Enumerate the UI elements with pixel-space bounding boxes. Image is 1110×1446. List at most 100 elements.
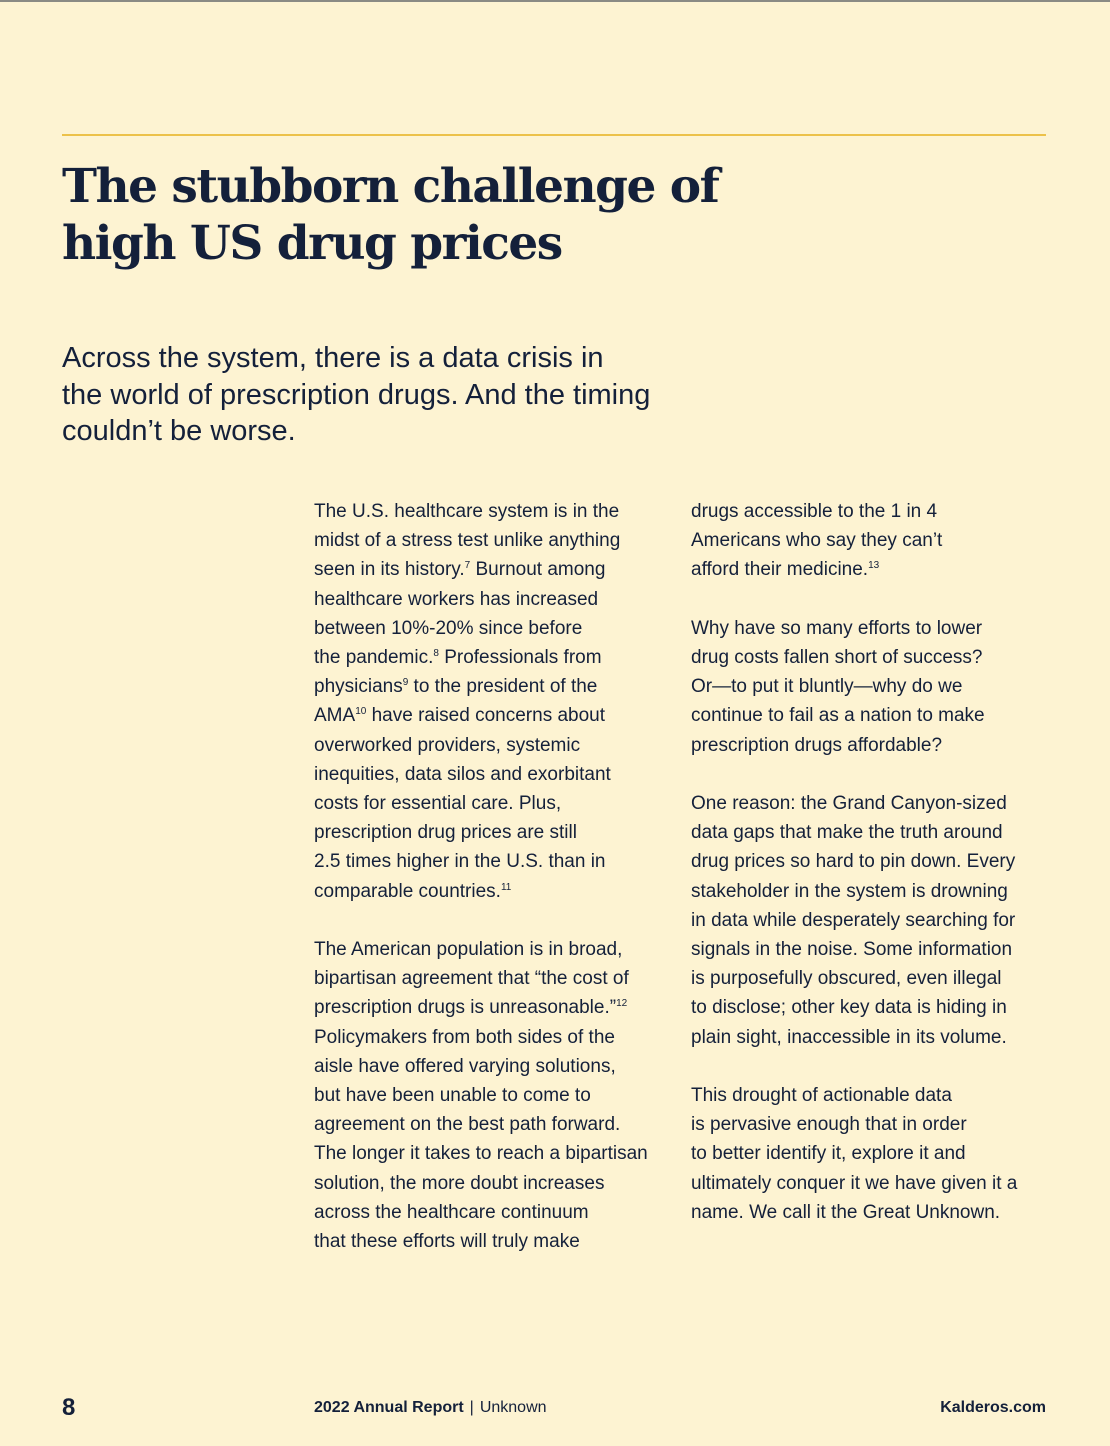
body-line: stakeholder in the system is drowning xyxy=(691,877,1053,906)
page-top-border xyxy=(0,0,1110,2)
body-line-text: prescription drugs is unreasonable.” xyxy=(314,997,617,1019)
body-paragraph: The American population is in broad, bipa… xyxy=(314,935,676,1256)
report-meta: 2022 Annual Report | Unknown xyxy=(314,1398,547,1418)
body-line-text: AMA xyxy=(314,705,356,727)
footnote-reference: 13 xyxy=(868,560,880,572)
body-line: prescription drugs affordable? xyxy=(691,731,1053,760)
page-footer: 8 2022 Annual Report | Unknown Kalderos.co… xyxy=(0,1394,1110,1424)
body-line-text: 2.5 times higher in the U.S. than in xyxy=(314,851,606,873)
body-line-text: have raised concerns about xyxy=(366,705,606,727)
body-line: This drought of actionable data xyxy=(691,1081,1053,1110)
body-line-text: drugs accessible to the 1 in 4 xyxy=(691,501,938,522)
body-line-text: agreement on the best path forward. xyxy=(314,1114,621,1136)
body-line-text: data gaps that make the truth around xyxy=(691,822,1003,844)
body-line-text: solution, the more doubt increases xyxy=(314,1172,605,1194)
footer-separator: | xyxy=(469,1399,474,1416)
body-line-text: Americans who say they can’t xyxy=(691,530,943,552)
body-line: inequities, data silos and exorbitant xyxy=(314,760,676,789)
body-line: to disclose; other key data is hiding in xyxy=(691,993,1053,1022)
body-line: afford their medicine.13 xyxy=(691,555,1053,584)
body-line: plain sight, inaccessible in its volume. xyxy=(691,1023,1053,1052)
body-line-text: This drought of actionable data xyxy=(691,1085,952,1107)
body-line-text: aisle have offered varying solutions, xyxy=(314,1055,616,1077)
body-line: AMA10 have raised concerns about xyxy=(314,701,676,730)
lead-line: Across the system, there is a data crisi… xyxy=(62,342,604,374)
body-line-text: but have been unable to come to xyxy=(314,1085,591,1107)
body-paragraph: Why have so many efforts to lower drug co… xyxy=(691,614,1053,760)
body-line-text: costs for essential care. Plus, xyxy=(314,793,562,815)
body-line: the pandemic.8 Professionals from xyxy=(314,643,676,672)
body-line: The longer it takes to reach a bipartisa… xyxy=(314,1139,676,1168)
body-line-text: Burnout among xyxy=(470,559,606,581)
body-line: signals in the noise. Some information xyxy=(691,935,1053,964)
body-line: drugs accessible to the 1 in 4 xyxy=(691,497,1053,526)
report-subtitle: Unknown xyxy=(479,1399,547,1416)
body-line-text: is purposefully obscured, even illegal xyxy=(691,968,1002,990)
body-line-text: The longer it takes to reach a bipartisa… xyxy=(314,1143,648,1165)
body-line: drug costs fallen short of success? xyxy=(691,643,1053,672)
body-line: across the healthcare continuum xyxy=(314,1198,676,1227)
body-line-text: healthcare workers has increased xyxy=(314,588,599,610)
body-line-text: The American population is in broad, xyxy=(314,939,623,961)
body-line-text: comparable countries. xyxy=(314,880,501,902)
report-title: 2022 Annual Report xyxy=(314,1399,464,1416)
body-line: is purposefully obscured, even illegal xyxy=(691,964,1053,993)
body-line-text: name. We call it the Great Unknown. xyxy=(691,1201,1001,1223)
page-title: The stubborn challenge of high US drug p… xyxy=(62,158,762,272)
body-line: The American population is in broad, xyxy=(314,935,676,964)
body-line: that these efforts will truly make xyxy=(314,1227,676,1256)
body-line: prescription drugs is unreasonable.”12 xyxy=(314,993,676,1022)
body-line-text: across the healthcare continuum xyxy=(314,1201,589,1223)
body-line-text: drug costs fallen short of success? xyxy=(691,647,983,668)
body-line-text: between 10%-20% since before xyxy=(314,617,583,639)
body-line-text: drug prices so hard to pin down. Every xyxy=(691,851,1016,873)
body-line-text: prescription drug prices are still xyxy=(314,822,577,844)
footnote-reference: 7 xyxy=(464,560,471,572)
body-line: One reason: the Grand Canyon-sized xyxy=(691,789,1053,818)
body-line: 2.5 times higher in the U.S. than in xyxy=(314,847,676,876)
body-paragraph: One reason: the Grand Canyon-sized data g… xyxy=(691,789,1053,1052)
body-line: Policymakers from both sides of the xyxy=(314,1023,676,1052)
body-line-text: midst of a stress test unlike anything xyxy=(314,530,621,552)
body-line: between 10%-20% since before xyxy=(314,614,676,643)
body-paragraph: drugs accessible to the 1 in 4 Americans … xyxy=(691,497,1053,585)
body-line: Why have so many efforts to lower xyxy=(691,614,1053,643)
body-column-left: The U.S. healthcare system is in the mids… xyxy=(314,497,676,1285)
body-line-text: to better identify it, explore it and xyxy=(691,1143,966,1165)
body-line: ultimately conquer it we have given it a xyxy=(691,1169,1053,1198)
body-line-text: inequities, data silos and exorbitant xyxy=(314,763,611,785)
body-line: costs for essential care. Plus, xyxy=(314,789,676,818)
footnote-reference: 9 xyxy=(402,677,409,689)
footnote-reference: 11 xyxy=(500,881,512,893)
body-line-text: that these efforts will truly make xyxy=(314,1231,580,1253)
body-line: drug prices so hard to pin down. Every xyxy=(691,847,1053,876)
body-line-text: afford their medicine. xyxy=(691,559,869,581)
body-line-text: Or—to put it bluntly—why do we xyxy=(691,676,963,698)
body-line: but have been unable to come to xyxy=(314,1081,676,1110)
footnote-reference: 8 xyxy=(433,648,439,660)
body-line: is pervasive enough that in order xyxy=(691,1110,1053,1139)
body-line-text: stakeholder in the system is drowning xyxy=(691,880,1008,902)
website-link[interactable]: Kalderos.com xyxy=(940,1399,1046,1416)
body-line-text: ultimately conquer it we have given it a xyxy=(691,1172,1018,1194)
body-line-text: is pervasive enough that in order xyxy=(691,1114,967,1136)
body-line: agreement on the best path forward. xyxy=(314,1110,676,1139)
body-line: midst of a stress test unlike anything xyxy=(314,526,676,555)
page-title-line: high US drug prices xyxy=(62,216,563,271)
body-line: healthcare workers has increased xyxy=(314,585,676,614)
body-line-text: to the president of the xyxy=(408,676,598,698)
body-line: bipartisan agreement that “the cost of xyxy=(314,964,676,993)
body-line: comparable countries.11 xyxy=(314,877,676,906)
accent-rule xyxy=(62,134,1046,136)
body-line: physicians9 to the president of the xyxy=(314,672,676,701)
body-line-text: Policymakers from both sides of the xyxy=(314,1026,615,1048)
body-line: solution, the more doubt increases xyxy=(314,1169,676,1198)
page-number: 8 xyxy=(62,1394,76,1421)
body-line-text: to disclose; other key data is hiding in xyxy=(691,997,1007,1019)
body-line: seen in its history.7 Burnout among xyxy=(314,555,676,584)
body-paragraph: This drought of actionable data is pervas… xyxy=(691,1081,1053,1227)
body-line-text: bipartisan agreement that “the cost of xyxy=(314,968,629,990)
body-line-text: physicians xyxy=(314,676,403,698)
body-line: Americans who say they can’t xyxy=(691,526,1053,555)
body-line: in data while desperately searching for xyxy=(691,906,1053,935)
